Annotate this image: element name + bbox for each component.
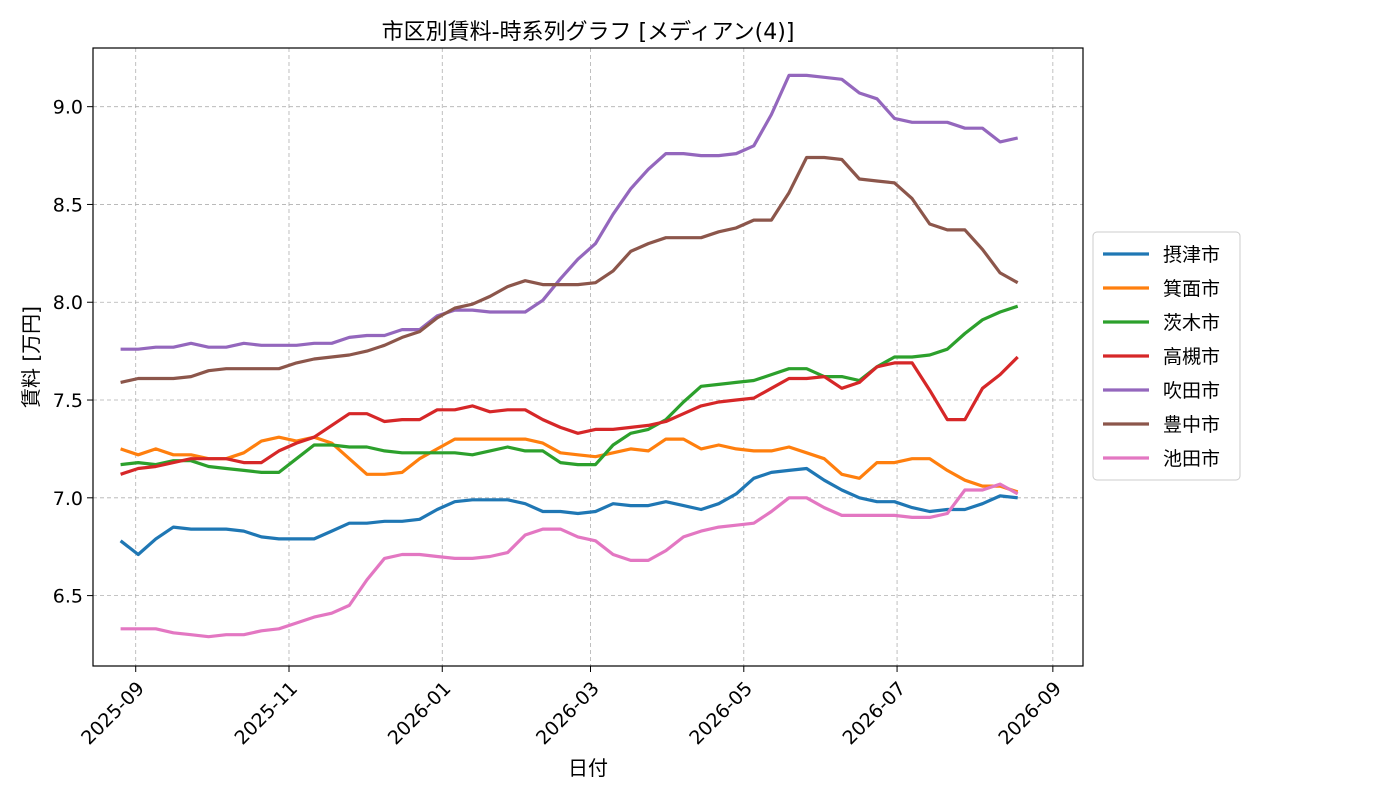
y-axis-ticks: 6.5 7.0 7.5 8.0 8.5 9.0 <box>53 97 93 608</box>
series-line-5 <box>120 73 1019 351</box>
y-tick-label: 9.0 <box>53 97 83 119</box>
y-tick-label: 8.5 <box>53 194 83 216</box>
series-line-1 <box>119 466 1018 557</box>
legend-label: 吹田市 <box>1163 380 1220 402</box>
legend-label: 豊中市 <box>1163 414 1220 436</box>
y-tick-label: 7.5 <box>53 390 83 412</box>
series-line-6 <box>120 155 1019 384</box>
legend-label: 箕面市 <box>1163 278 1220 300</box>
series-lines <box>119 73 1019 639</box>
y-axis-label: 賃料 [万円] <box>19 306 43 408</box>
x-axis-label: 日付 <box>568 756 608 780</box>
series-line-2 <box>120 435 1019 494</box>
legend-label: 高槻市 <box>1163 346 1220 368</box>
legend-label: 茨木市 <box>1163 312 1220 334</box>
series-line-7 <box>120 482 1019 639</box>
y-tick-label: 8.0 <box>53 292 83 314</box>
chart-title: 市区別賃料-時系列グラフ [メディアン(4)] <box>382 20 795 45</box>
y-tick-label: 7.0 <box>53 488 83 510</box>
gridlines <box>93 48 1083 666</box>
series-line-4 <box>120 355 1019 476</box>
legend-box <box>1092 231 1241 481</box>
plot-area-frame <box>92 47 1084 667</box>
legend-label: 摂津市 <box>1163 244 1220 266</box>
y-tick-label: 6.5 <box>53 586 83 608</box>
legend-label: 池田市 <box>1163 448 1220 470</box>
